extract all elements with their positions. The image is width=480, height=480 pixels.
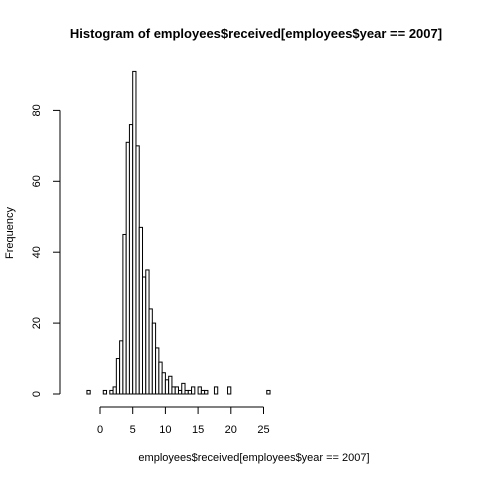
x-tick-label: 25 — [257, 424, 269, 436]
x-axis-label: employees$received[employees$year == 200… — [138, 452, 369, 464]
y-tick-label: 20 — [31, 317, 43, 329]
x-axis: 0 5 10 15 20 25 — [97, 406, 270, 436]
histogram-bar — [168, 375, 173, 395]
y-axis: 0 20 40 60 80 — [31, 104, 61, 397]
y-tick-label: 60 — [31, 175, 43, 187]
y-tick-label: 0 — [31, 391, 43, 397]
y-axis-label: Frequency — [4, 207, 16, 259]
x-tick-label: 5 — [130, 424, 136, 436]
histogram-bar — [227, 386, 232, 395]
y-tick-label: 40 — [31, 246, 43, 258]
bars-group — [86, 70, 271, 395]
histogram-bar — [86, 389, 91, 395]
histogram-bar — [204, 389, 209, 395]
histogram-bar — [191, 386, 196, 395]
chart-title: Histogram of employees$received[employee… — [70, 26, 442, 41]
x-tick-label: 20 — [225, 424, 237, 436]
x-tick-label: 0 — [97, 424, 103, 436]
histogram-bar — [266, 389, 271, 395]
histogram-bar — [102, 389, 108, 395]
histogram-bar — [213, 386, 219, 395]
histogram-bar — [181, 382, 186, 395]
y-tick-label: 80 — [31, 104, 43, 116]
x-tick-label: 15 — [192, 424, 204, 436]
x-tick-label: 10 — [159, 424, 171, 436]
